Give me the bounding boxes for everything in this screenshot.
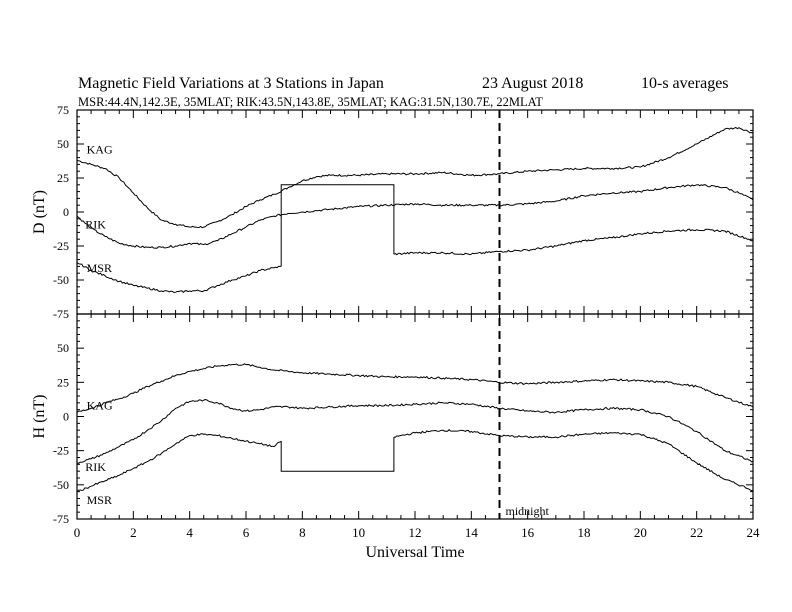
top-ytick-label: -50 [53,273,69,287]
top-ytick-label: 0 [63,205,69,219]
xtick-label: 16 [521,525,535,540]
xtick-label: 20 [634,525,647,540]
xtick-label: 10 [352,525,365,540]
bottom-ytick-label: -25 [53,444,69,458]
top-ytick-label: 25 [57,171,69,185]
xtick-label: 18 [578,525,591,540]
chart-title: Magnetic Field Variations at 3 Stations … [78,75,384,92]
top-series-kag [76,126,754,229]
xtick-label: 22 [690,525,703,540]
bottom-series-msr [280,437,395,472]
bottom-series-msr [76,433,282,493]
x-axis-label: Universal Time [365,544,464,561]
chart-averaging: 10-s averages [641,75,729,92]
bottom-ytick-label: -50 [53,478,69,492]
top-series-msr [280,184,395,267]
xtick-label: 12 [409,525,422,540]
xtick-label: 4 [186,525,193,540]
top-ytick-label: -75 [53,307,69,321]
top-label-msr: MSR [87,261,112,275]
xtick-label: 0 [74,525,81,540]
top-series-msr [76,261,282,294]
top-label-kag: KAG [87,143,113,157]
top-panel-frame [76,109,754,315]
top-label-rik: RIK [85,217,106,231]
xtick-label: 6 [243,525,250,540]
top-ytick-label: 75 [57,103,69,117]
top-series-msr [393,228,754,256]
stations-info: MSR:44.4N,142.3E, 35MLAT; RIK:43.5N,143.… [78,95,543,109]
bottom-y-axis-label: H (nT) [31,395,48,439]
bottom-panel-frame [76,313,754,520]
bottom-label-msr: MSR [87,493,112,507]
bottom-ytick-label: 0 [63,410,69,424]
bottom-label-kag: KAG [87,399,113,413]
midnight-label: midnight [506,504,550,518]
xtick-label: 14 [465,525,479,540]
top-ytick-label: 50 [57,137,69,151]
top-y-axis-label: D (nT) [31,190,48,234]
xtick-label: 24 [747,525,761,540]
bottom-series-msr [393,428,754,492]
top-ytick-label: -25 [53,239,69,253]
chart-date: 23 August 2018 [482,75,583,92]
bottom-series-rik [76,398,754,464]
bottom-ytick-label: -75 [53,512,69,526]
bottom-ytick-label: 50 [57,341,69,355]
xtick-label: 8 [299,525,306,540]
bottom-series-kag [76,363,754,413]
top-series-rik [76,184,754,249]
bottom-ytick-label: 25 [57,375,69,389]
xtick-label: 2 [130,525,137,540]
bottom-label-rik: RIK [85,460,106,474]
